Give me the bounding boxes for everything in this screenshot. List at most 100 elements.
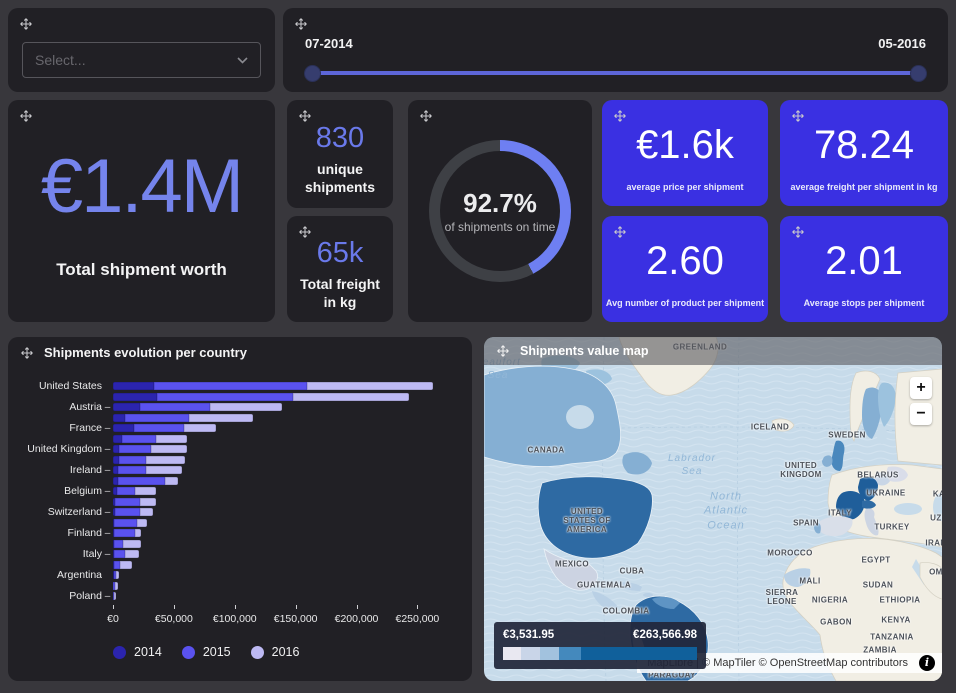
bar-segment-2016 <box>306 382 434 391</box>
slider-handle-end[interactable] <box>910 65 927 82</box>
legend-label: 2015 <box>202 645 231 659</box>
avg-freight-label: average freight per shipment in kg <box>790 181 938 192</box>
x-tick-label: €100,000 <box>212 613 257 625</box>
map-title: Shipments value map <box>520 344 649 358</box>
x-tick-label: €200,000 <box>334 613 379 625</box>
country-select[interactable]: Select... <box>22 42 261 78</box>
bar-segment-2016 <box>145 466 182 475</box>
bar-row: Austria – <box>8 401 464 413</box>
avg-freight-value: 78.24 <box>813 122 915 167</box>
bar-country-label: Switzerland <box>47 506 102 519</box>
bar-row: Argentina <box>8 569 464 581</box>
date-range-slider[interactable] <box>304 65 927 82</box>
move-icon[interactable] <box>613 109 627 123</box>
slider-track[interactable] <box>307 71 924 75</box>
map-attribution[interactable]: MapLibre | © MapTiler © OpenStreetMap co… <box>637 653 942 673</box>
bar-segment-2015 <box>117 476 165 485</box>
move-icon[interactable] <box>19 109 33 123</box>
date-range-end: 05-2016 <box>878 36 926 51</box>
move-icon[interactable] <box>19 17 33 31</box>
world-map[interactable] <box>484 337 942 681</box>
select-placeholder: Select... <box>35 52 86 68</box>
avg-stops-card: 2.01 Average stops per shipment <box>780 216 948 322</box>
slider-handle-start[interactable] <box>304 65 321 82</box>
bar-segment-2015 <box>113 550 125 559</box>
country-uk <box>831 440 845 471</box>
move-icon[interactable] <box>613 225 627 239</box>
chevron-down-icon <box>237 51 248 69</box>
move-icon[interactable] <box>298 109 312 123</box>
legend-item-2014[interactable]: 2014 <box>113 645 162 659</box>
bar-row <box>8 434 464 445</box>
zoom-out-button[interactable]: − <box>910 403 932 425</box>
stacked-bar <box>113 571 120 580</box>
y-tick-mark: – <box>104 527 111 539</box>
x-axis: €0 €50,000 €100,000 €150,000 €200,000 €250,00… <box>8 605 472 629</box>
bar-row: Switzerland – <box>8 506 464 519</box>
bar-segment-2015 <box>122 434 157 443</box>
x-tick-mark <box>417 605 419 609</box>
legend-item-2015[interactable]: 2015 <box>181 645 231 659</box>
on-time-label: of shipments on time <box>444 220 556 234</box>
legend-dot <box>250 645 264 659</box>
date-range-card: 07-2014 05-2016 <box>283 8 948 92</box>
total-worth-card: €1.4M Total shipment worth <box>8 100 275 322</box>
unique-shipments-card: 830 unique shipments <box>287 100 393 208</box>
bar-row: Italy – <box>8 548 464 560</box>
legend-item-2016[interactable]: 2016 <box>250 645 299 659</box>
bar-segment-2016 <box>145 455 185 464</box>
move-icon[interactable] <box>496 344 510 358</box>
date-range-start: 07-2014 <box>305 36 353 51</box>
bar-row <box>8 560 464 571</box>
map-legend: €3,531.95 €263,566.98 <box>494 622 706 669</box>
country-italy <box>864 508 879 536</box>
bar-segment-2016 <box>137 518 148 527</box>
bar-segment-2014 <box>113 476 118 485</box>
bar-segment-2015 <box>125 413 190 422</box>
info-icon[interactable]: i <box>919 655 935 671</box>
move-icon[interactable] <box>294 17 308 31</box>
x-tick-mark <box>113 605 114 609</box>
country-mexico <box>543 548 598 591</box>
bar-row <box>8 392 464 403</box>
bar-country-label: Finland <box>67 527 102 540</box>
avg-products-card: 2.60 Avg number of product per shipment <box>602 216 768 322</box>
map-card: Shipments value map + − MapLibre | © Map… <box>484 337 942 681</box>
colorbar-step <box>521 647 540 660</box>
x-tick-mark <box>356 605 358 609</box>
bar-row <box>8 518 464 529</box>
total-worth-value: €1.4M <box>40 143 244 229</box>
stacked-bar <box>113 539 141 548</box>
bar-segment-2016 <box>124 550 139 559</box>
bar-segment-2014 <box>113 518 114 527</box>
bar-segment-2014 <box>113 508 115 517</box>
bar-row: United Kingdom – <box>8 443 464 456</box>
bar-country-label: United Kingdom <box>27 443 102 456</box>
y-tick-mark: – <box>104 464 111 476</box>
unique-shipments-label: unique shipments <box>304 161 375 195</box>
stacked-bar <box>113 476 178 485</box>
move-icon[interactable] <box>20 346 34 360</box>
move-icon[interactable] <box>791 109 805 123</box>
bar-segment-2015 <box>156 392 293 401</box>
map-legend-min: €3,531.95 <box>503 629 555 641</box>
bar-row <box>8 581 464 592</box>
bar-segment-2016 <box>122 539 141 548</box>
bar-segment-2015 <box>153 382 307 391</box>
bar-segment-2015 <box>113 539 123 548</box>
move-icon[interactable] <box>419 109 433 123</box>
map-legend-colorbar <box>503 647 697 660</box>
bar-row: Finland – <box>8 527 464 540</box>
bar-segment-2014 <box>113 571 114 580</box>
bar-segment-2014 <box>113 466 118 475</box>
stacked-bar <box>113 434 188 443</box>
stacked-bar <box>113 392 410 401</box>
bar-segment-2015 <box>113 560 121 569</box>
move-icon[interactable] <box>791 225 805 239</box>
zoom-in-button[interactable]: + <box>910 377 932 399</box>
legend-dot <box>113 645 126 659</box>
bar-row <box>8 476 464 487</box>
avg-freight-card: 78.24 average freight per shipment in kg <box>780 100 948 206</box>
stacked-bar <box>113 581 118 590</box>
move-icon[interactable] <box>298 225 312 239</box>
